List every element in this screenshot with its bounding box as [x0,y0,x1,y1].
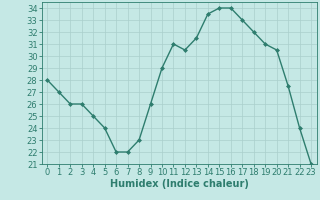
X-axis label: Humidex (Indice chaleur): Humidex (Indice chaleur) [110,179,249,189]
